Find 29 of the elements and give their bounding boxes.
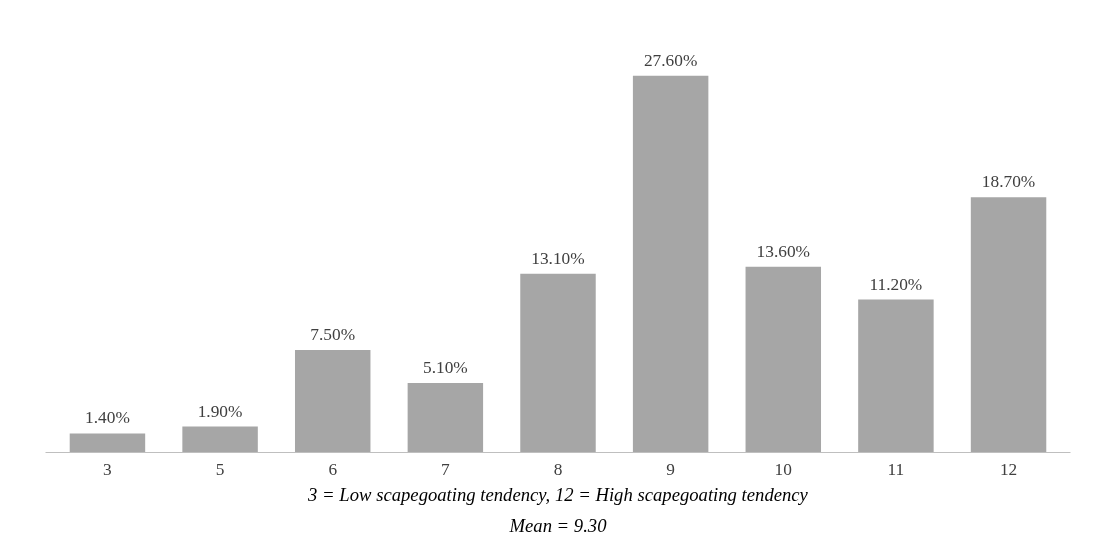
x-tick-label: 11 [887, 459, 905, 479]
x-tick-label: 12 [999, 459, 1018, 479]
x-tick-label: 10 [774, 459, 792, 479]
data-label: 7.50% [310, 325, 356, 345]
data-label: 13.10% [531, 248, 585, 268]
x-tick-label: 9 [666, 459, 675, 479]
bar [520, 273, 596, 453]
x-tick-label: 3 [103, 459, 112, 479]
data-label: 18.70% [981, 172, 1036, 192]
x-tick-label: 7 [441, 459, 451, 479]
bar [745, 266, 822, 453]
data-label: 1.90% [197, 401, 243, 421]
x-axis-title: 3 = Low scapegoating tendency, 12 = High scapegoating tendency [307, 483, 809, 505]
x-tick-label: 6 [328, 459, 338, 479]
bar [294, 350, 371, 453]
bar [69, 433, 146, 453]
bar [182, 426, 258, 453]
bar [970, 197, 1047, 453]
bar [407, 382, 484, 453]
bar [858, 299, 934, 453]
x-tick-label: 5 [215, 459, 225, 479]
data-label: 13.60% [756, 241, 810, 261]
data-label: 27.60% [643, 50, 698, 70]
data-label: 11.20% [869, 274, 923, 294]
text: Mean = 9.30 [508, 514, 608, 536]
bar [632, 75, 709, 453]
data-label: 1.40% [85, 408, 130, 428]
data-label: 5.10% [422, 357, 468, 377]
x-tick-label: 8 [553, 459, 563, 479]
